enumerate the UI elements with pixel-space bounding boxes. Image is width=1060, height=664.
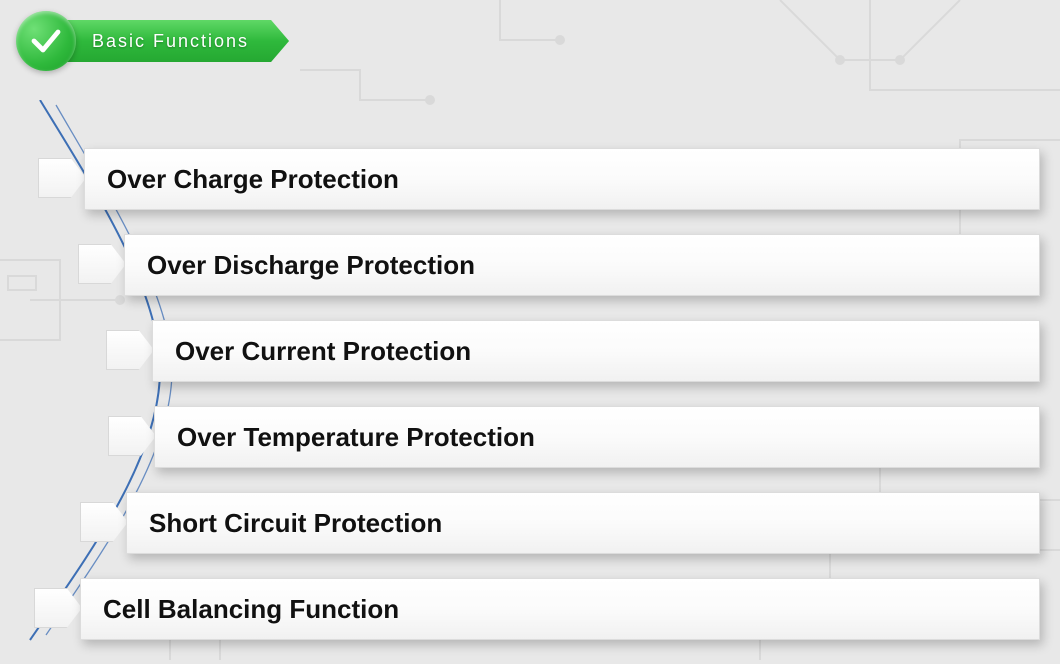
function-bar: Over Temperature Protection	[154, 406, 1040, 468]
function-list: Over Charge Protection Over Discharge Pr…	[0, 148, 1040, 664]
function-label: Over Charge Protection	[107, 164, 399, 195]
header-title: Basic Functions	[64, 20, 289, 62]
function-label: Cell Balancing Function	[103, 594, 399, 625]
list-item: Short Circuit Protection	[0, 492, 1040, 554]
list-item: Over Discharge Protection	[0, 234, 1040, 296]
function-bar: Cell Balancing Function	[80, 578, 1040, 640]
arrow-icon	[108, 416, 156, 456]
function-bar: Over Charge Protection	[84, 148, 1040, 210]
function-label: Over Current Protection	[175, 336, 471, 367]
list-item: Over Current Protection	[0, 320, 1040, 382]
check-icon	[16, 11, 76, 71]
list-item: Cell Balancing Function	[0, 578, 1040, 640]
function-label: Over Discharge Protection	[147, 250, 475, 281]
arrow-icon	[38, 158, 86, 198]
function-bar: Short Circuit Protection	[126, 492, 1040, 554]
list-item: Over Charge Protection	[0, 148, 1040, 210]
header-badge: Basic Functions	[16, 14, 289, 68]
function-label: Short Circuit Protection	[149, 508, 442, 539]
arrow-icon	[78, 244, 126, 284]
function-bar: Over Discharge Protection	[124, 234, 1040, 296]
function-bar: Over Current Protection	[152, 320, 1040, 382]
function-label: Over Temperature Protection	[177, 422, 535, 453]
arrow-icon	[34, 588, 82, 628]
arrow-icon	[80, 502, 128, 542]
arrow-icon	[106, 330, 154, 370]
list-item: Over Temperature Protection	[0, 406, 1040, 468]
